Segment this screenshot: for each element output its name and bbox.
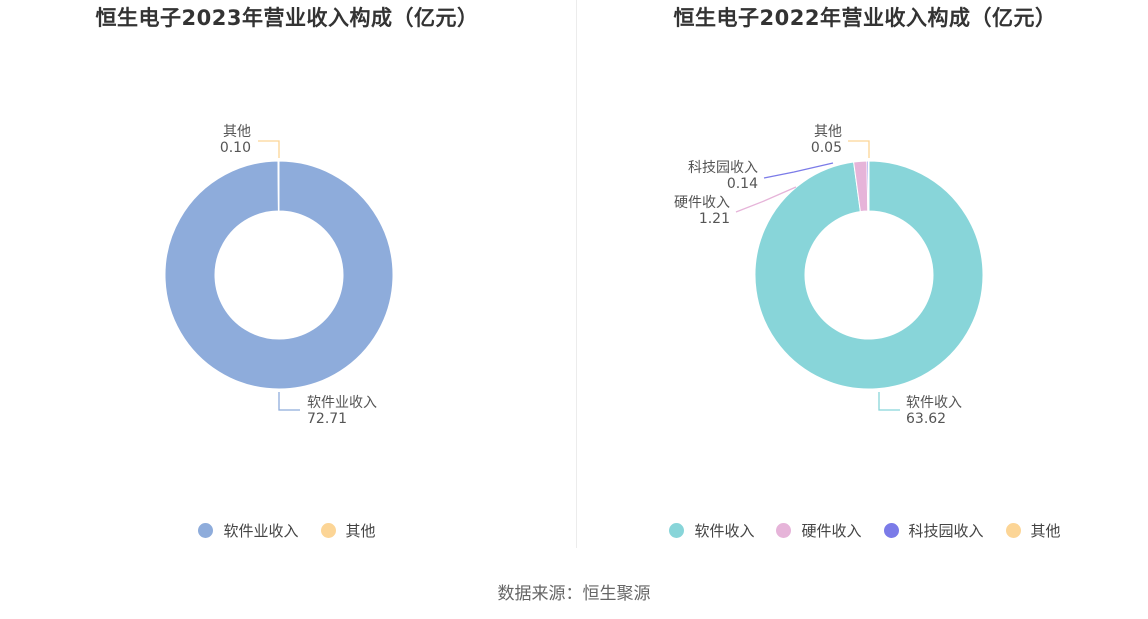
slice-label-name-1: 其他 bbox=[223, 124, 251, 140]
slice-label-name-2: 科技园收入 bbox=[688, 160, 758, 176]
data-source-note: 数据来源：恒生聚源 bbox=[497, 584, 651, 604]
slice-label-name-0: 软件收入 bbox=[906, 395, 962, 411]
legend-2022: 软件收入 硬件收入 科技园收入 其他 bbox=[578, 520, 1148, 541]
legend-item-hardware[interactable]: 硬件收入 bbox=[776, 520, 862, 541]
legend-label-hardware: 硬件收入 bbox=[801, 522, 862, 540]
legend-label-other: 其他 bbox=[345, 522, 376, 540]
legend-label-software: 软件业收入 bbox=[223, 522, 299, 540]
legend-marker-software bbox=[669, 523, 685, 538]
legend-label-other: 其他 bbox=[1030, 522, 1061, 540]
slice-label-value-1: 1.21 bbox=[699, 211, 730, 227]
slice-0[interactable] bbox=[754, 160, 984, 390]
label-leader-line-3 bbox=[848, 140, 870, 158]
slice-1[interactable] bbox=[277, 160, 280, 212]
chart-panel-2023: 恒生电子2023年营业收入构成（亿元） 软件业收入 72.71 其他 0.10 软件业… bbox=[0, 0, 574, 560]
legend-label-software: 软件收入 bbox=[694, 522, 755, 540]
chart-panel-2022: 恒生电子2022年营业收入构成（亿元） 软件收入 63.62 硬件收入 1.21 科技园… bbox=[578, 0, 1148, 560]
legend-label-techpark: 科技园收入 bbox=[908, 522, 984, 540]
legend-item-techpark[interactable]: 科技园收入 bbox=[883, 520, 984, 541]
slice-label-name-0: 软件业收入 bbox=[307, 395, 377, 411]
legend-item-other[interactable]: 其他 bbox=[1005, 520, 1061, 541]
legend-marker-other bbox=[320, 523, 336, 538]
label-leader-line-0 bbox=[878, 392, 900, 411]
slice-0[interactable] bbox=[164, 160, 394, 390]
slice-label-value-2: 0.14 bbox=[727, 176, 758, 192]
chart-title-2022: 恒生电子2022年营业收入构成（亿元） bbox=[673, 6, 1057, 30]
legend-marker-software bbox=[198, 523, 214, 538]
legend-item-software[interactable]: 软件业收入 bbox=[198, 520, 299, 541]
label-leader-line-1 bbox=[258, 140, 280, 158]
slice-label-name-3: 其他 bbox=[814, 124, 842, 140]
slice-label-value-0: 63.62 bbox=[906, 411, 946, 427]
legend-2023: 软件业收入 其他 bbox=[0, 520, 574, 541]
slice-label-value-3: 0.05 bbox=[811, 140, 842, 156]
label-leader-line-1 bbox=[735, 186, 797, 213]
slice-label-name-1: 硬件收入 bbox=[674, 195, 730, 211]
label-leader-line-2 bbox=[763, 162, 834, 179]
legend-marker-hardware bbox=[776, 523, 792, 538]
chart-title-2023: 恒生电子2023年营业收入构成（亿元） bbox=[95, 6, 479, 30]
legend-item-other[interactable]: 其他 bbox=[320, 520, 376, 541]
slice-label-value-0: 72.71 bbox=[307, 411, 347, 427]
legend-marker-techpark bbox=[883, 523, 899, 538]
slice-label-value-1: 0.10 bbox=[220, 140, 251, 156]
panel-divider bbox=[576, 0, 577, 548]
slice-3[interactable] bbox=[867, 160, 870, 212]
label-leader-line-0 bbox=[278, 392, 300, 411]
legend-item-software[interactable]: 软件收入 bbox=[669, 520, 754, 541]
legend-marker-other bbox=[1005, 523, 1021, 538]
